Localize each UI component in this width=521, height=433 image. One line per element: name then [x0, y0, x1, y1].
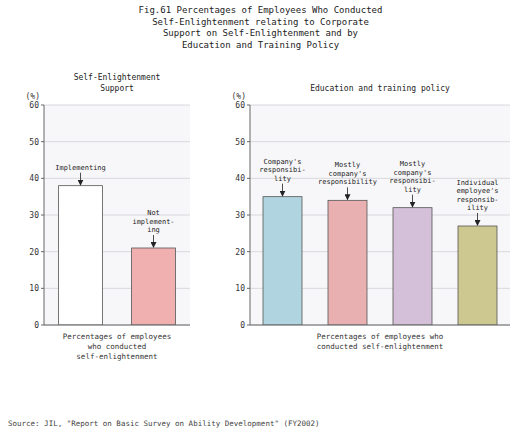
y-axis-line	[250, 105, 251, 325]
annotation: Company'sresponsibi-lity	[259, 158, 305, 183]
background	[0, 0, 521, 433]
text-line: Individual	[456, 179, 498, 187]
bar	[59, 186, 103, 325]
bar	[393, 208, 432, 325]
bar	[132, 248, 176, 325]
text-line: Education and training policy	[310, 84, 450, 93]
tick-label: 40	[29, 174, 39, 183]
x-axis-line	[250, 325, 510, 326]
text-line: Not	[147, 209, 160, 217]
text-line: responsibi-	[389, 177, 435, 185]
text-line: responsibi-	[259, 166, 305, 174]
text-line: Fig.61 Percentages of Employees Who Cond…	[139, 5, 383, 15]
text-line: company's	[394, 169, 432, 177]
y-axis-label: (%)	[232, 92, 246, 101]
text-line: Implementing	[55, 164, 106, 172]
chart-panel: 0 10 20 30 40 50 60 Implementing Notimplement-in…	[26, 73, 190, 361]
text-line: Mostly	[400, 160, 425, 168]
tick-label: 30	[235, 211, 245, 220]
grid-line	[250, 105, 510, 106]
text-line: Self-Enlightenment	[74, 73, 161, 82]
bar	[263, 197, 302, 325]
text-line: self-enlightenment	[76, 352, 157, 361]
tick-label: 10	[29, 284, 39, 293]
text-line: lity	[274, 175, 291, 183]
x-axis-label: Percentages of employeeswho conductedsel…	[63, 332, 171, 361]
grid-line	[250, 325, 510, 326]
grid-line	[44, 178, 190, 179]
tick-label: 20	[29, 248, 39, 257]
annotation-arrow	[347, 187, 348, 199]
text-line: Education and Training Policy	[182, 40, 340, 50]
chart-root: Fig.61 Percentages of Employees Who Cond…	[0, 0, 521, 433]
bars	[263, 197, 497, 325]
annotation-arrow	[412, 195, 413, 207]
text-line: Mostly	[335, 161, 360, 169]
annotation: Implementing	[55, 164, 106, 172]
annotation: Mostlycompany'sresponsibi-lity	[389, 160, 435, 194]
tick-label: 0	[240, 321, 245, 330]
chart-title: Self-Enlightenment Support	[74, 73, 161, 93]
grid-line	[44, 141, 190, 142]
plot-area	[44, 105, 190, 325]
tick-label: 10	[235, 284, 245, 293]
annotation-arrow	[477, 213, 478, 225]
text-line: employee's	[456, 187, 498, 195]
tick-label: 50	[235, 138, 245, 147]
bars	[59, 186, 176, 325]
text-line: implement-	[132, 218, 174, 226]
bar	[328, 200, 367, 325]
grid-line	[250, 141, 510, 142]
chart-title: Education and training policy	[310, 84, 450, 93]
source: Source: JIL, "Report on Basic Survey on …	[8, 419, 320, 428]
text-line: ility	[467, 204, 488, 212]
text-line: Support on Self-Enlightenment and by	[163, 28, 359, 38]
annotation-arrow	[282, 184, 283, 196]
annotation-arrow	[80, 173, 81, 185]
y-axis-line	[44, 105, 45, 325]
tick-label: 60	[235, 101, 245, 110]
plot-area	[250, 105, 510, 325]
grid-line	[44, 325, 190, 326]
tick-label: 60	[29, 101, 39, 110]
text-line: responsibility	[318, 178, 377, 186]
text-line: Support	[100, 84, 134, 93]
tick-label: 0	[34, 321, 39, 330]
tick-label: 30	[29, 211, 39, 220]
text-line: Self-Enlightenment relating to Corporate	[152, 17, 369, 27]
grid-line	[44, 105, 190, 106]
text-line: Percentages of employees who	[317, 332, 444, 341]
chart-panel: 0102030405060Company'sresponsibi-lityMos…	[232, 84, 510, 351]
tick-label: 50	[29, 138, 39, 147]
x-axis-label: Percentages of employees whoconducted se…	[317, 332, 444, 351]
bar	[458, 226, 497, 325]
text-line: company's	[329, 170, 367, 178]
tick-label: 20	[235, 248, 245, 257]
annotation-arrow	[153, 235, 154, 247]
x-axis-line	[44, 325, 190, 326]
annotation: Mostlycompany'sresponsibility	[318, 161, 377, 186]
text-line: Company's	[264, 158, 302, 166]
text-line: conducted self-enlightenment	[317, 342, 443, 351]
text-line: responsib-	[456, 196, 498, 204]
text-line: ing	[147, 226, 160, 234]
figure-title: Fig.61 Percentages of Employees Who Cond…	[139, 5, 383, 50]
tick-label: 40	[235, 174, 245, 183]
text-line: who conducted	[88, 342, 147, 351]
y-axis-label: (%)	[26, 92, 40, 101]
text-line: Percentages of employees	[63, 332, 171, 341]
annotation: Individualemployee'sresponsib-ility	[456, 179, 498, 213]
annotation: Notimplement-ing	[132, 209, 174, 234]
text-line: lity	[404, 186, 421, 194]
